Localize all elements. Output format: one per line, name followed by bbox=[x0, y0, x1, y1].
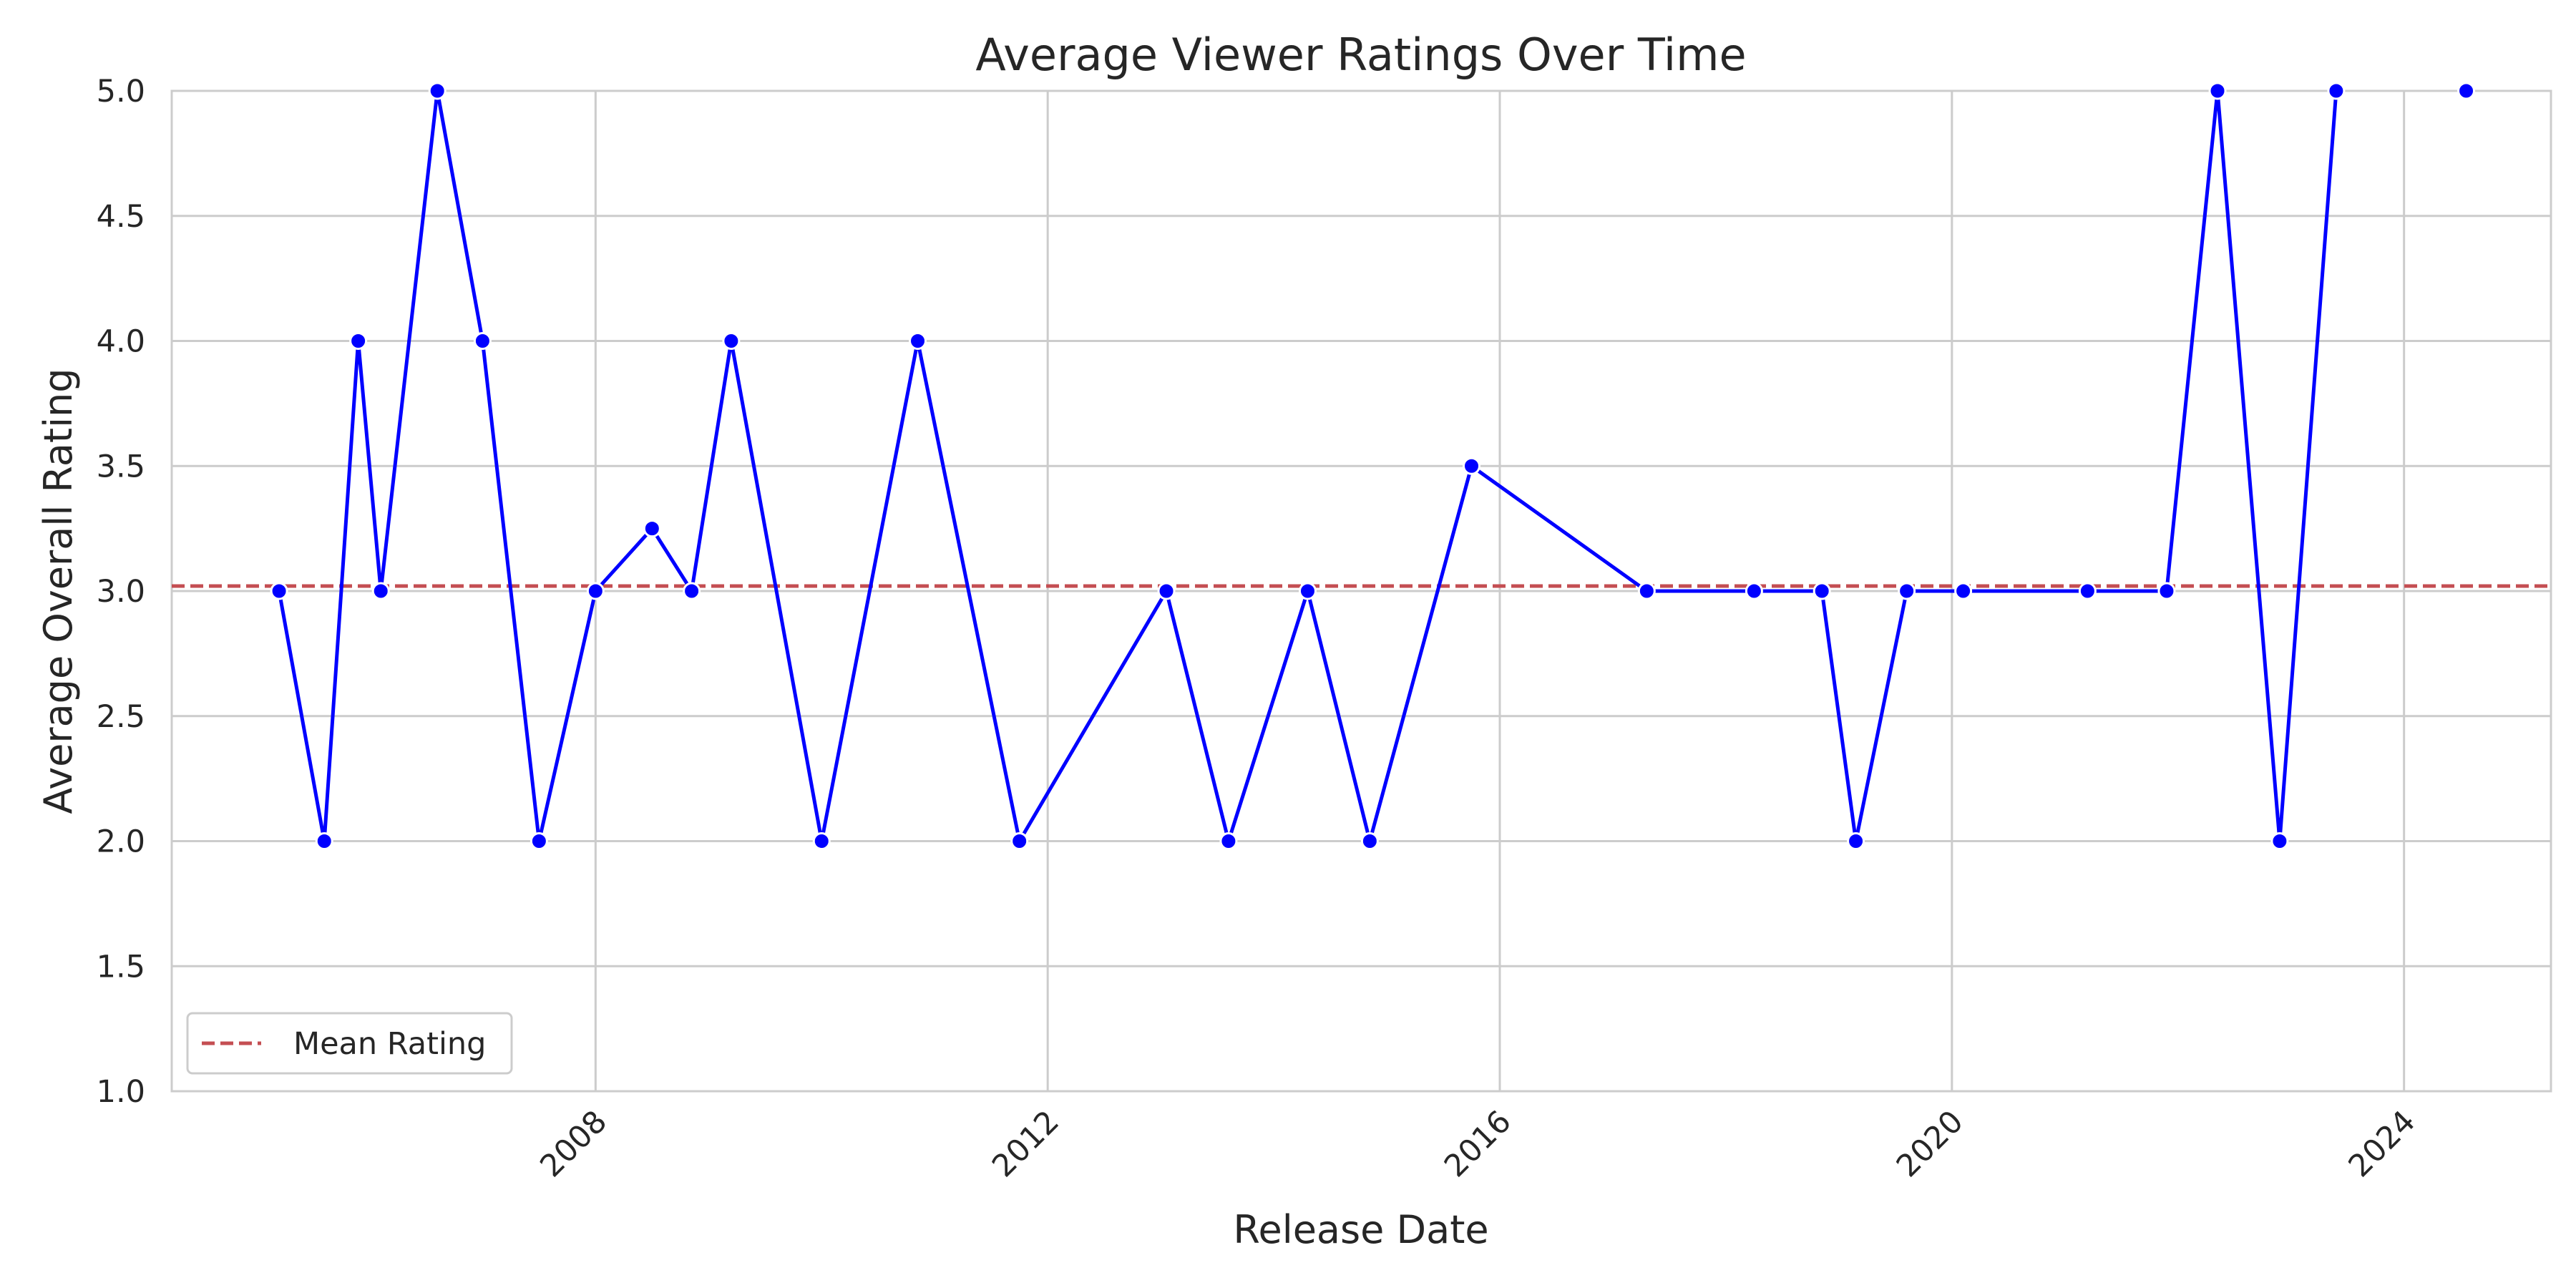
y-tick-label: 2.0 bbox=[97, 824, 145, 860]
y-tick-label: 1.0 bbox=[97, 1074, 145, 1110]
rating-point bbox=[1813, 582, 1831, 600]
x-axis-ticks: 2008 2012 2016 2020 2024 bbox=[533, 1103, 2422, 1184]
y-tick-label: 1.5 bbox=[97, 949, 145, 985]
rating-point bbox=[428, 82, 447, 100]
x-tick-label: 2012 bbox=[985, 1103, 1066, 1184]
x-axis-label: Release Date bbox=[1233, 1207, 1488, 1252]
rating-series-line bbox=[277, 89, 2338, 843]
rating-point bbox=[683, 582, 701, 600]
rating-point bbox=[371, 582, 390, 600]
rating-point bbox=[643, 519, 661, 538]
rating-point bbox=[1219, 832, 1238, 850]
rating-point bbox=[2078, 582, 2097, 600]
rating-point bbox=[1745, 582, 1763, 600]
rating-point bbox=[530, 832, 548, 850]
rating-point bbox=[722, 332, 741, 350]
x-tick-label: 2024 bbox=[2342, 1103, 2423, 1184]
y-tick-label: 4.5 bbox=[97, 199, 145, 235]
rating-point bbox=[2208, 82, 2227, 100]
rating-point bbox=[1847, 832, 1865, 850]
y-tick-label: 3.0 bbox=[97, 574, 145, 610]
rating-point bbox=[812, 832, 831, 850]
y-tick-label: 5.0 bbox=[97, 74, 145, 109]
rating-point bbox=[1157, 582, 1176, 600]
legend-box bbox=[186, 1012, 513, 1075]
rating-point bbox=[1463, 457, 1481, 475]
rating-point bbox=[2327, 82, 2346, 100]
rating-point bbox=[586, 582, 605, 600]
rating-point bbox=[1360, 832, 1379, 850]
rating-point bbox=[473, 332, 492, 350]
rating-point bbox=[1637, 582, 1656, 600]
rating-series-layer bbox=[270, 82, 2476, 850]
y-axis-ticks: 1.0 1.5 2.0 2.5 3.0 3.5 4.0 4.5 5.0 bbox=[97, 74, 145, 1110]
y-tick-label: 2.5 bbox=[97, 699, 145, 735]
rating-point bbox=[1954, 582, 1973, 600]
chart-title: Average Viewer Ratings Over Time bbox=[975, 29, 1746, 81]
plot-frame bbox=[170, 89, 2552, 1093]
y-tick-label: 4.0 bbox=[97, 324, 145, 360]
rating-point bbox=[1298, 582, 1317, 600]
rating-point bbox=[2457, 82, 2476, 100]
y-tick-label: 3.5 bbox=[97, 449, 145, 484]
y-axis-label: Average Overall Rating bbox=[36, 368, 81, 814]
x-tick-label: 2020 bbox=[1890, 1103, 1971, 1184]
legend: Mean Rating bbox=[186, 1012, 513, 1075]
rating-point bbox=[2270, 832, 2289, 850]
rating-point bbox=[2157, 582, 2176, 600]
rating-point bbox=[315, 832, 333, 850]
x-tick-label: 2016 bbox=[1438, 1103, 1518, 1184]
rating-point bbox=[1010, 832, 1029, 850]
rating-point bbox=[270, 582, 288, 600]
x-tick-label: 2008 bbox=[533, 1103, 614, 1184]
rating-point bbox=[349, 332, 368, 350]
legend-mean-label: Mean Rating bbox=[293, 1026, 486, 1062]
rating-point bbox=[909, 332, 927, 350]
rating-point bbox=[1898, 582, 1916, 600]
